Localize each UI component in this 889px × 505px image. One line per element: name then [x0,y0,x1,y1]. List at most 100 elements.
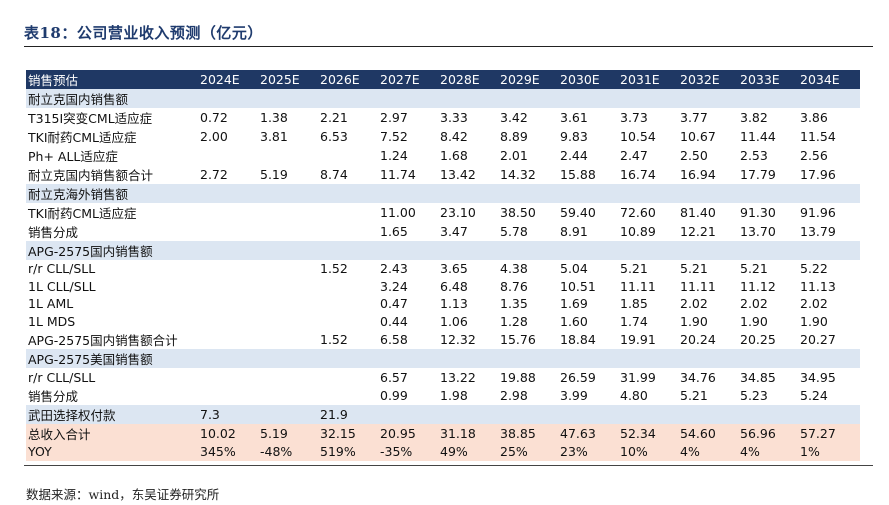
value-cell: 91.96 [800,205,836,220]
value-cell: 11.44 [740,129,776,144]
value-cell [618,89,678,108]
value-cell: 5.21 [680,261,708,277]
value-cell: 11.13 [800,278,836,294]
table-row: 销售分成 0.99 1.98 2.98 3.99 4.80 5.21 5.23 5.24 [26,386,860,405]
value-cell [258,203,318,222]
value-cell [678,184,738,203]
value-cell: 20.95 [378,423,438,443]
row-label: APG-2575国内销售额 [26,241,198,260]
value-cell: 4% [738,442,798,461]
value-cell: 1.68 [440,148,468,163]
table-row: 1L CLL/SLL 3.24 6.48 8.76 10.51 11.11 11.11 11.… [26,278,860,296]
value-cell [558,89,618,108]
header-cell-year: 2033E [738,70,798,89]
value-cell: 1.74 [620,314,648,330]
value-cell [198,313,258,331]
value-cell: 3.33 [440,110,468,125]
value-cell: 4.80 [620,387,648,403]
value-cell [318,184,378,203]
value-cell: 1.90 [680,314,708,330]
value-cell: 34.95 [800,369,836,385]
value-cell: 11.74 [380,167,416,182]
value-cell [438,349,498,369]
value-cell [558,241,618,260]
value-cell: 31.99 [620,369,656,385]
row-label: r/r CLL/SLL [28,369,96,385]
value-cell [318,368,378,386]
value-cell [198,203,258,222]
table-row: TKI耐药CML适应症 2.00 3.81 6.53 7.52 8.42 8.89 9.83 1… [26,127,860,146]
header-cell-year: 2034E [798,70,860,89]
table-row: 1L MDS 0.44 1.06 1.28 1.60 1.74 1.90 1.90 1.90 [26,313,860,331]
header-cell-year: 2024E [198,70,258,89]
row-label: 武田选择权付款 [26,404,198,424]
value-cell [258,260,318,278]
header-cell-year: 2031E [618,70,678,89]
value-cell [378,184,438,203]
value-cell: 4.38 [500,261,528,277]
row-label: APG-2575国内销售额合计 [28,333,178,349]
value-cell: 1.65 [380,224,408,239]
value-cell [198,241,258,260]
table-header-row: 销售预估 2024E 2025E 2026E 2027E 2028E 2029E 2030E 2… [26,70,860,89]
value-cell: 1.69 [560,296,588,312]
table-row: 1L AML 0.47 1.13 1.35 1.69 1.85 2.02 2.02 2.02 [26,295,860,313]
value-cell: 10.54 [620,129,656,144]
value-cell [438,184,498,203]
section-row: APG-2575国内销售额 [26,241,860,260]
value-cell [378,349,438,369]
value-cell: 2.56 [800,148,828,163]
table-row: APG-2575国内销售额合计 1.52 6.58 12.32 15.76 18.84 19… [26,330,860,349]
value-cell: 2.98 [500,387,528,403]
row-label: TKI耐药CML适应症 [28,206,137,221]
source-note: 数据来源：wind，东吴证券研究所 [26,487,220,502]
value-cell: 16.94 [680,167,716,182]
value-cell [498,404,558,424]
value-cell: 72.60 [620,205,656,220]
row-label: 销售分成 [28,388,79,404]
value-cell: 1.60 [560,314,588,330]
value-cell: 20.25 [740,332,776,348]
value-cell: 5.21 [740,261,768,277]
value-cell: 52.34 [618,423,678,443]
table-row: TKI耐药CML适应症 11.00 23.10 38.50 59.40 72.60 81.4… [26,203,860,222]
value-cell: 2.97 [380,110,408,125]
value-cell: 81.40 [680,205,716,220]
value-cell: 10.02 [198,423,258,443]
row-label: 1L CLL/SLL [28,278,96,294]
table-row: r/r CLL/SLL 1.52 2.43 3.65 4.38 5.04 5.21 5.21 5… [26,260,860,278]
section-row: 耐立克海外销售额 [26,184,860,203]
value-cell: 0.47 [380,296,408,312]
value-cell: 38.85 [498,423,558,443]
row-label: TKI耐药CML适应症 [28,130,137,145]
value-cell: 11.11 [680,278,716,294]
value-cell: 34.85 [740,369,776,385]
value-cell: 13.22 [440,369,476,385]
value-cell: 6.58 [380,332,408,348]
value-cell [558,184,618,203]
value-cell [438,241,498,260]
value-cell [198,184,258,203]
value-cell: -48% [258,442,318,461]
value-cell: 5.19 [258,423,318,443]
value-cell [618,404,678,424]
value-cell: 3.61 [560,110,588,125]
value-cell: 2.02 [800,296,828,312]
value-cell: 13.42 [440,167,476,182]
value-cell: 11.00 [380,205,416,220]
value-cell: 0.44 [380,314,408,330]
section-row: 耐立克国内销售额 [26,89,860,108]
value-cell: 519% [318,442,378,461]
value-cell [318,313,378,331]
value-cell: 3.81 [260,129,288,144]
value-cell: 6.57 [380,369,408,385]
value-cell [258,222,318,241]
value-cell: 8.76 [500,278,528,294]
value-cell: 19.88 [500,369,536,385]
value-cell [258,295,318,313]
value-cell [258,330,318,349]
value-cell: 2.47 [620,148,648,163]
value-cell: 2.01 [500,148,528,163]
value-cell [618,184,678,203]
value-cell [198,349,258,369]
